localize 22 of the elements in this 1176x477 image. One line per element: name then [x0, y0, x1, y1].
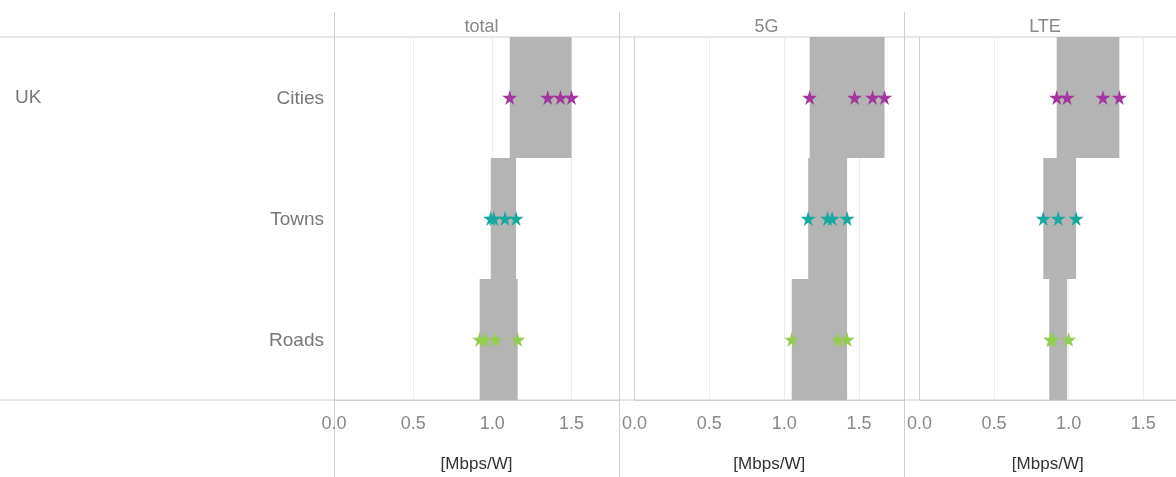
x-tick-label: 0.0 [321, 413, 347, 433]
x-axis-title: [Mbps/W] [733, 454, 806, 473]
x-tick-label: 1.5 [558, 413, 585, 433]
x-tick-label: 0.5 [981, 413, 1007, 433]
y-tick-label: Roads [269, 329, 324, 350]
x-tick-label: 1.0 [479, 413, 505, 433]
x-axis-title: [Mbps/W] [1011, 454, 1084, 473]
x-tick-label: 0.0 [907, 413, 933, 433]
x-tick-label: 0.5 [400, 413, 426, 433]
text: UK [15, 85, 42, 107]
chart-title: 5G [754, 16, 779, 36]
x-tick-label: 0.5 [696, 413, 722, 433]
chart-title: LTE [1029, 16, 1061, 36]
x-tick-label: 1.0 [771, 413, 797, 433]
x-tick-label: 1.5 [846, 413, 872, 433]
x-tick-label: 0.0 [622, 413, 648, 433]
y-tick-label: Towns [270, 208, 324, 229]
y-tick-label: Cities [276, 87, 324, 108]
chart-title: total [464, 16, 499, 36]
x-tick-label: 1.5 [1130, 413, 1156, 433]
x-axis-title: [Mbps/W] [440, 454, 513, 473]
x-tick-label: 1.0 [1056, 413, 1082, 433]
